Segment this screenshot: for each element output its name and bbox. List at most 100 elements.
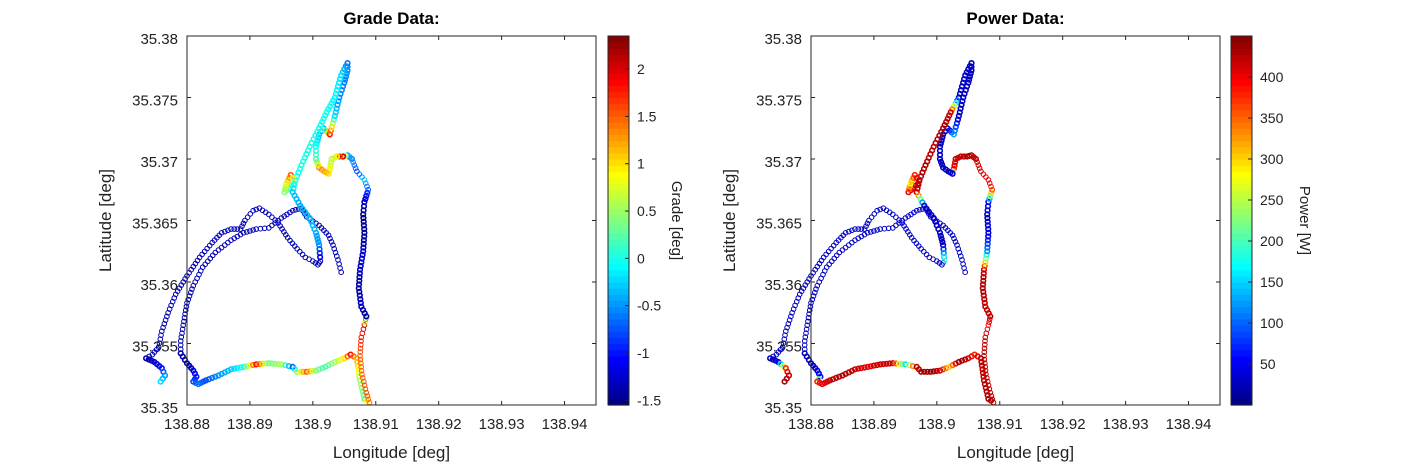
colorbar-segment	[1231, 386, 1252, 394]
data-point	[889, 360, 896, 367]
data-point	[982, 360, 988, 367]
colorbar-segment	[1231, 189, 1252, 197]
colorbar-tick-label: 50	[1260, 356, 1276, 372]
colorbar-segment	[1231, 122, 1252, 129]
data-point	[178, 334, 185, 340]
data-point	[365, 187, 372, 193]
data-point	[243, 363, 250, 370]
colorbar-segment	[1231, 269, 1252, 277]
data-point	[803, 326, 810, 333]
data-point	[814, 282, 821, 289]
data-point	[253, 361, 260, 368]
data-point	[335, 257, 341, 263]
data-point	[952, 155, 959, 163]
data-point	[364, 189, 371, 196]
data-point	[228, 226, 234, 232]
data-point	[984, 237, 992, 244]
x-tick-label: 138.88	[164, 416, 210, 433]
data-point	[952, 239, 959, 245]
data-point	[231, 226, 237, 232]
colorbar-segment	[608, 54, 629, 62]
data-point	[351, 162, 358, 168]
data-point	[955, 246, 962, 252]
colorbar-segment	[1231, 263, 1252, 271]
data-point	[364, 393, 371, 399]
x-tick-label: 138.89	[227, 416, 273, 433]
data-point	[988, 393, 995, 399]
data-point	[313, 232, 320, 239]
colorbar-segment	[608, 220, 629, 228]
data-point	[980, 274, 987, 281]
colorbar-segment	[608, 195, 629, 203]
data-point	[334, 357, 342, 364]
data-point	[356, 277, 363, 284]
colorbar-segment	[1231, 306, 1252, 314]
data-point	[317, 254, 324, 261]
data-point	[985, 382, 992, 389]
colorbar-segment	[1231, 392, 1252, 400]
data-point	[936, 143, 944, 150]
data-point	[253, 206, 260, 213]
data-point	[306, 368, 313, 375]
data-point	[936, 229, 944, 236]
data-point	[963, 153, 971, 160]
data-point	[365, 396, 372, 403]
plot-area	[811, 36, 1220, 405]
data-point	[812, 289, 818, 296]
colorbar-tick-label: -0.5	[637, 298, 661, 314]
data-point	[846, 228, 852, 235]
data-point	[256, 205, 263, 211]
data-point	[924, 368, 931, 375]
data-point	[362, 386, 369, 392]
data-point	[300, 368, 307, 375]
data-point	[362, 180, 369, 186]
colorbar-segment	[608, 146, 629, 154]
data-point	[916, 207, 923, 213]
colorbar-segment	[1231, 282, 1252, 289]
data-point	[361, 226, 368, 233]
data-point	[985, 322, 992, 328]
colorbar-segment	[608, 269, 629, 277]
x-axis-label: Longitude [deg]	[333, 443, 450, 462]
x-tick-label: 138.89	[851, 416, 897, 433]
y-tick-label: 35.355	[132, 339, 178, 356]
data-point	[868, 214, 875, 220]
x-tick-label: 138.9	[918, 416, 956, 433]
data-point	[917, 368, 925, 375]
colorbar-segment	[608, 288, 629, 295]
data-point	[940, 254, 948, 261]
x-tick-label: 138.93	[1103, 416, 1149, 433]
axes-box	[186, 35, 597, 406]
data-point	[358, 303, 365, 310]
data-point	[986, 319, 992, 326]
data-point	[177, 342, 184, 348]
data-point	[327, 162, 334, 169]
colorbar-segment	[608, 128, 629, 135]
data-point	[981, 296, 988, 303]
data-point	[981, 356, 988, 363]
data-point	[871, 211, 878, 217]
data-point	[976, 165, 983, 171]
colorbar-segment	[1231, 97, 1252, 105]
data-point	[240, 363, 247, 371]
colorbar-segment	[608, 245, 629, 252]
data-point	[826, 377, 834, 384]
y-tick-label: 35.36	[140, 277, 178, 294]
data-point	[905, 189, 912, 196]
colorbar-tick-label: -1.5	[637, 392, 661, 408]
colorbar-segment	[608, 392, 629, 400]
colorbar-segment	[1231, 251, 1252, 258]
data-point	[309, 367, 316, 375]
colorbar-segment	[1231, 232, 1252, 240]
data-point	[362, 195, 369, 203]
colorbar-segment	[608, 189, 629, 197]
x-tick-label: 138.93	[479, 416, 525, 433]
y-axis-label: Latitude [deg]	[96, 169, 115, 272]
data-point	[988, 183, 994, 190]
data-point	[244, 214, 251, 220]
y-tick-label: 35.37	[764, 154, 802, 171]
data-point	[237, 364, 244, 371]
colorbar-segment	[608, 97, 629, 105]
data-point	[250, 361, 257, 369]
data-point	[982, 364, 989, 370]
